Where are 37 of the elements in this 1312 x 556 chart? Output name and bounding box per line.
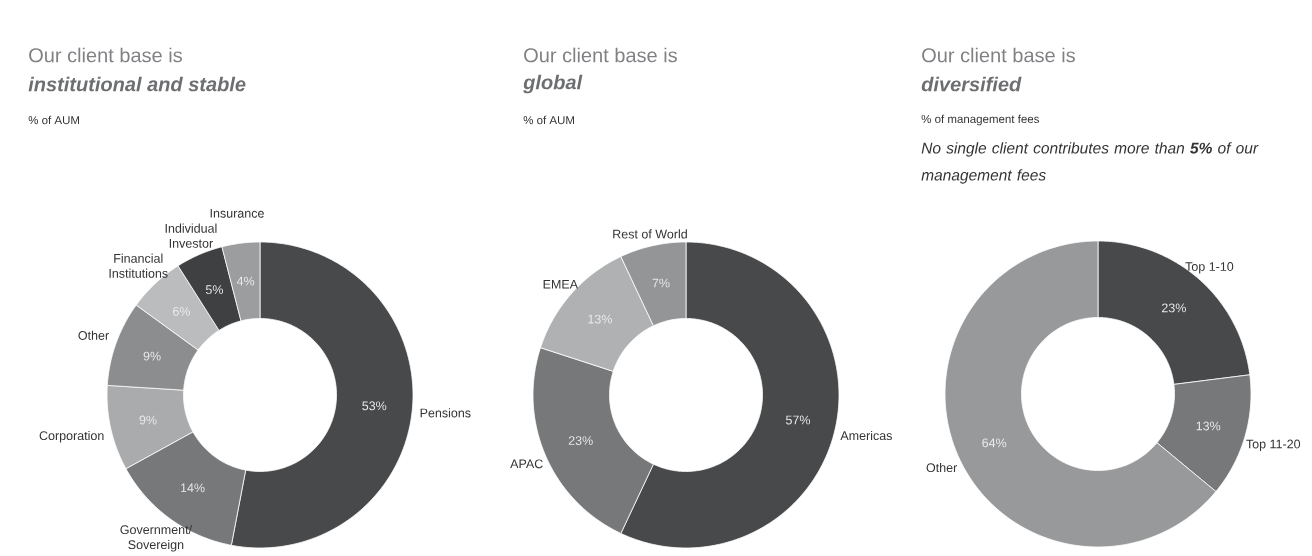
data-label: 9% bbox=[139, 415, 157, 425]
data-label: 7% bbox=[652, 278, 670, 288]
slice-label: Individual Investor bbox=[165, 223, 217, 248]
slice-label: EMEA bbox=[543, 279, 579, 289]
chart-title: Our client base is bbox=[524, 47, 677, 63]
chart-title: Our client base is bbox=[29, 47, 182, 63]
data-label: 5% bbox=[205, 285, 224, 295]
data-label: 64% bbox=[982, 438, 1007, 448]
data-label: 23% bbox=[1162, 303, 1186, 313]
data-label: 57% bbox=[785, 415, 811, 425]
text: % of AUM bbox=[28, 115, 80, 125]
data-label: 14% bbox=[181, 483, 205, 493]
slice-label: Government/ Sovereign bbox=[120, 524, 193, 552]
slice-label: Insurance bbox=[210, 208, 264, 218]
data-label: 53% bbox=[362, 401, 387, 411]
text: No single client contributes more than 5% of our management fees bbox=[921, 142, 1259, 184]
data-label: 23% bbox=[568, 436, 593, 445]
chart-subtitle: global bbox=[523, 74, 583, 94]
data-label: 13% bbox=[1196, 421, 1221, 431]
text: % of AUM bbox=[523, 115, 574, 125]
data-label: 4% bbox=[236, 276, 255, 286]
slice-label: Americas bbox=[840, 430, 892, 441]
slice-label: Other bbox=[926, 462, 958, 473]
data-label: 13% bbox=[588, 314, 612, 324]
data-label: 9% bbox=[143, 351, 161, 361]
slice-label: Other bbox=[78, 330, 109, 340]
chart-subtitle: institutional and stable bbox=[28, 76, 246, 92]
text: % of management fees bbox=[921, 114, 1040, 126]
chart-subtitle: diversified bbox=[921, 76, 1022, 92]
slice-label: Corporation bbox=[39, 430, 104, 443]
slice-label: Financial Institutions bbox=[109, 253, 168, 278]
chart-title: Our client base is bbox=[922, 47, 1075, 63]
slice-label: Top 1-10 bbox=[1185, 262, 1234, 274]
slice-label: Pensions bbox=[420, 408, 471, 418]
slice-label: APAC bbox=[510, 459, 543, 469]
slice-label: Rest of World bbox=[613, 229, 687, 239]
slice-label: Top 11-20 bbox=[1246, 439, 1301, 451]
